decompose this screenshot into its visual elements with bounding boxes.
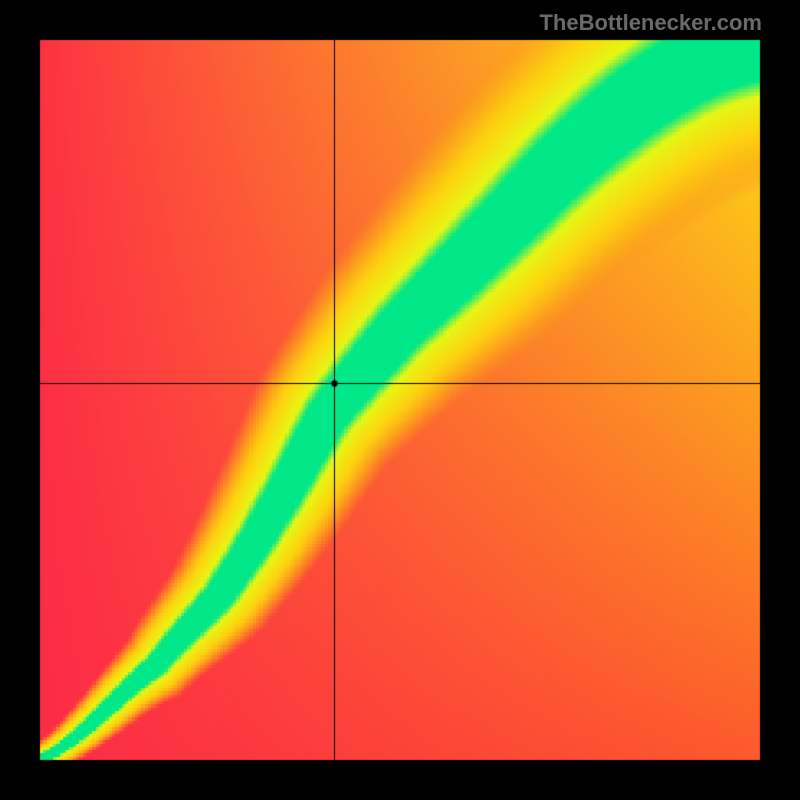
heatmap-chart: [0, 0, 800, 800]
heatmap-canvas: [0, 0, 800, 800]
watermark-text: TheBottlenecker.com: [539, 10, 762, 36]
